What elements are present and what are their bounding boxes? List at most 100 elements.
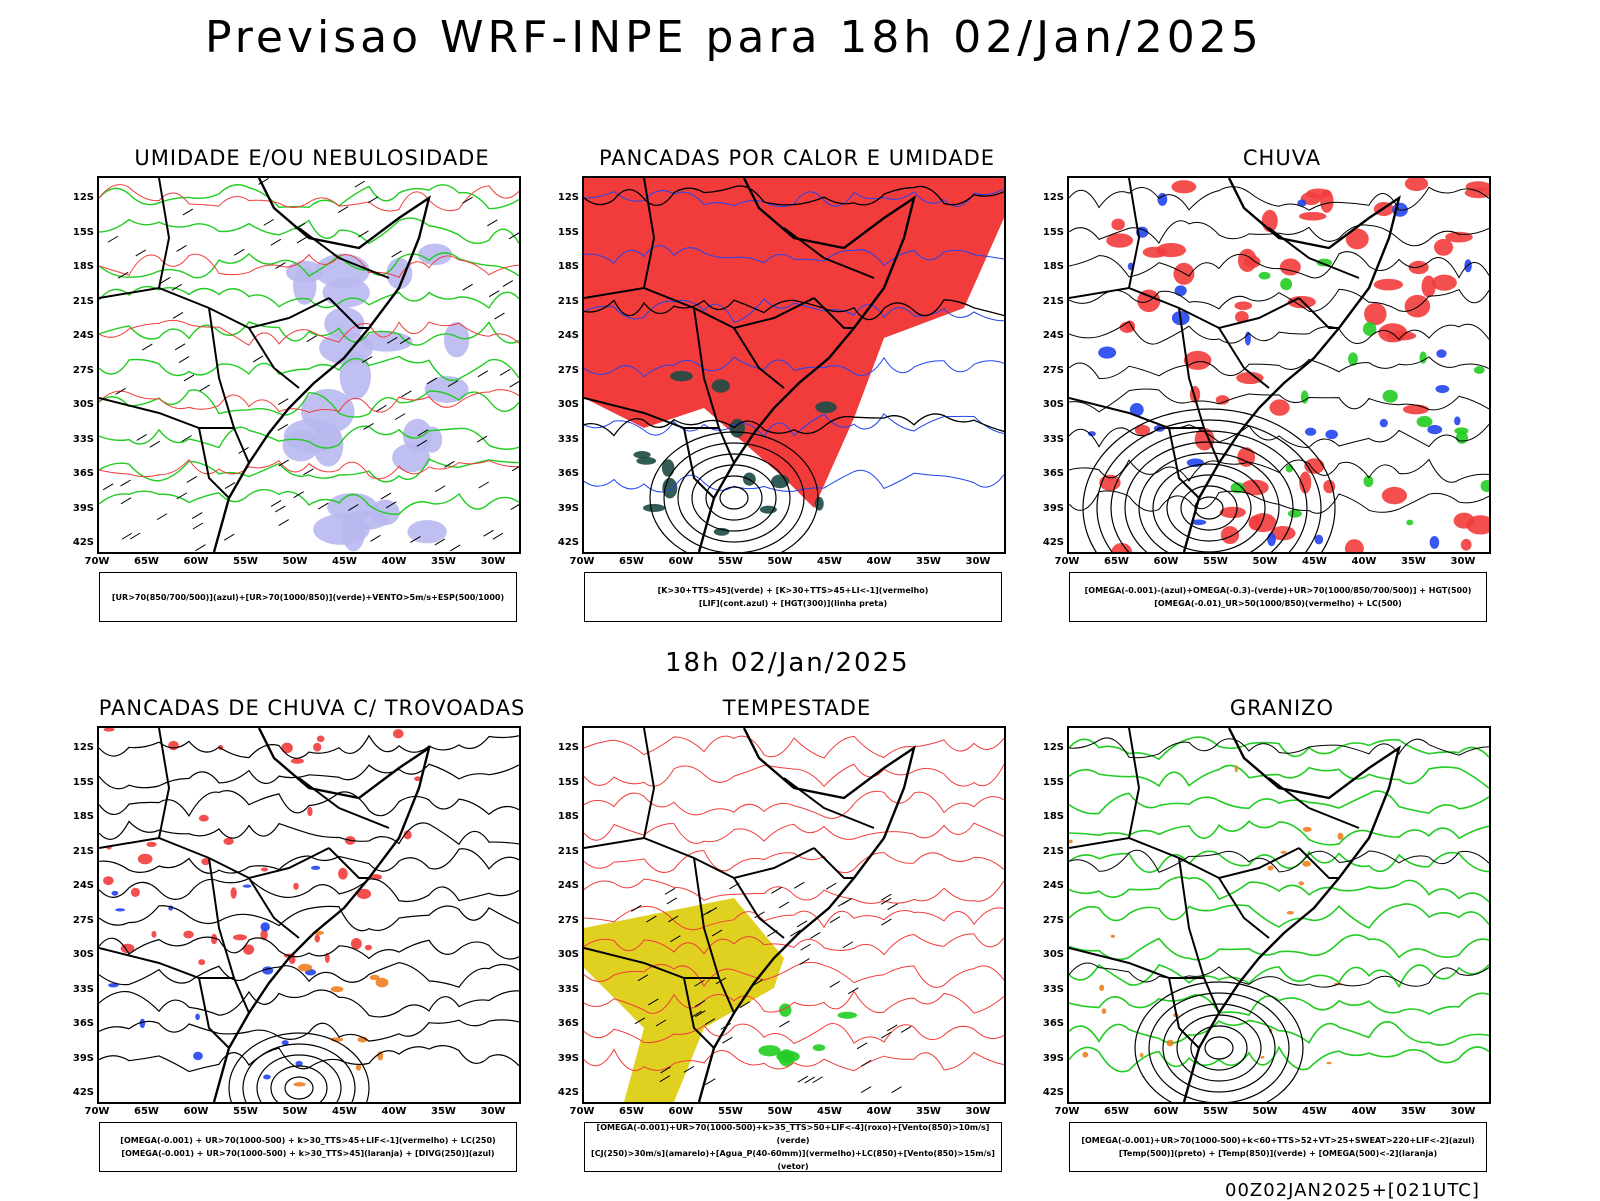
map-frame — [97, 726, 521, 1104]
lon-tick-label: 55W — [718, 1106, 743, 1117]
wind-vector — [499, 368, 511, 376]
field-patch — [1466, 515, 1489, 535]
field-patch — [814, 496, 824, 511]
field-patch — [1362, 321, 1377, 336]
lon-tick-label: 35W — [1401, 1106, 1426, 1117]
wind-vector — [796, 920, 808, 928]
wind-vector — [318, 502, 329, 510]
wind-vector — [182, 208, 194, 216]
field-patch — [1106, 233, 1134, 248]
field-patch — [242, 884, 252, 888]
contour-ring — [705, 475, 763, 521]
lat-tick-label: 36S — [72, 1018, 94, 1029]
wind-vector — [666, 897, 678, 905]
field-patch — [1344, 539, 1364, 552]
lat-tick-label: 12S — [72, 192, 94, 203]
contour-ring — [1138, 452, 1280, 552]
contour-line — [99, 905, 519, 932]
field-patch — [168, 740, 179, 751]
country-border — [1128, 728, 1141, 839]
contour-line — [584, 990, 1004, 1014]
country-border — [1168, 427, 1200, 499]
country-border — [683, 977, 715, 1049]
wind-vector — [706, 907, 718, 914]
contour-line — [1069, 790, 1489, 815]
field-patch — [424, 376, 469, 403]
wind-vector — [739, 1001, 751, 1009]
field-patch — [281, 742, 293, 754]
wind-vector — [174, 343, 186, 351]
contour-ring — [1176, 1014, 1262, 1082]
lat-tick-label: 24S — [1042, 330, 1064, 341]
wind-vector — [860, 1059, 872, 1067]
lon-tick-label: 30W — [480, 1106, 506, 1117]
contour-line — [1069, 1019, 1489, 1046]
contour-line — [584, 469, 1004, 493]
field-patch — [1445, 231, 1473, 243]
map-frame — [582, 176, 1006, 554]
wind-vector — [711, 929, 723, 937]
contour-ring — [1134, 981, 1304, 1102]
contour-line — [584, 763, 1004, 788]
field-patch — [316, 735, 325, 743]
map-field — [584, 728, 1004, 1102]
lon-tick-label: 60W — [1153, 1106, 1179, 1117]
contour-ring — [256, 1054, 342, 1102]
lon-tick-label: 50W — [1252, 1106, 1278, 1117]
field-patch — [210, 933, 218, 945]
lat-tick-label: 15S — [72, 226, 94, 238]
wind-vector — [483, 529, 494, 537]
contour-line — [584, 790, 1004, 819]
country-border — [1268, 777, 1360, 829]
lat-tick-label: 21S — [72, 295, 94, 307]
field-patch — [137, 853, 153, 865]
wind-vector — [121, 532, 133, 540]
lon-tick-label: 45W — [817, 1106, 842, 1117]
lat-tick-label: 27S — [557, 914, 579, 926]
wind-vector — [881, 1031, 892, 1039]
field-patch — [198, 959, 206, 966]
lat-tick-label: 18S — [557, 811, 579, 822]
field-patch — [1183, 350, 1212, 370]
field-patch — [1240, 479, 1269, 496]
country-border — [1298, 847, 1339, 879]
lat-tick-label: 18S — [557, 261, 579, 272]
lat-tick-label: 30S — [557, 399, 579, 410]
field-patch — [1258, 271, 1271, 280]
wind-vector — [800, 943, 811, 951]
country-border — [1178, 307, 1220, 464]
field-patch — [1220, 526, 1240, 545]
field-patch — [1326, 1061, 1332, 1065]
contour-ring — [1204, 1036, 1234, 1060]
lat-tick-label: 18S — [1042, 811, 1064, 822]
panel-legend: [OMEGA(-0.001)+UR>70(1000-500)+k>35_TTS>… — [584, 1122, 1002, 1172]
wind-vector — [135, 249, 147, 257]
contour-line — [99, 285, 519, 309]
country-border — [1218, 327, 1270, 389]
wind-vector — [667, 915, 679, 923]
contour-ring — [1096, 419, 1322, 552]
lon-tick-label: 65W — [619, 556, 644, 567]
panel-tempestade: TEMPESTADE 12S 15S 18S 21S 24S 27S 30S 33S 36S 39… — [537, 696, 1017, 1176]
lat-tick-label: 30S — [1042, 399, 1064, 410]
field-patch — [183, 930, 194, 939]
wind-vector — [660, 1066, 671, 1074]
wind-vector — [694, 979, 705, 987]
lon-tick-label: 45W — [332, 556, 357, 567]
contour-line — [1069, 934, 1489, 961]
contour-ring — [719, 486, 749, 510]
contour-ring — [242, 1043, 356, 1102]
field-patch — [339, 352, 371, 400]
field-patch — [1219, 506, 1246, 518]
wind-vector — [434, 485, 446, 493]
contour-ring — [1180, 485, 1238, 531]
wind-vector — [142, 343, 153, 351]
lon-tick-label: 55W — [1203, 556, 1228, 567]
wind-vector — [186, 476, 198, 483]
field-patch — [242, 944, 255, 955]
country-border — [1128, 178, 1141, 289]
lat-tick-label: 27S — [557, 364, 579, 376]
wind-vector — [462, 283, 473, 291]
wind-vector — [887, 903, 898, 911]
wind-vector — [797, 1075, 809, 1083]
